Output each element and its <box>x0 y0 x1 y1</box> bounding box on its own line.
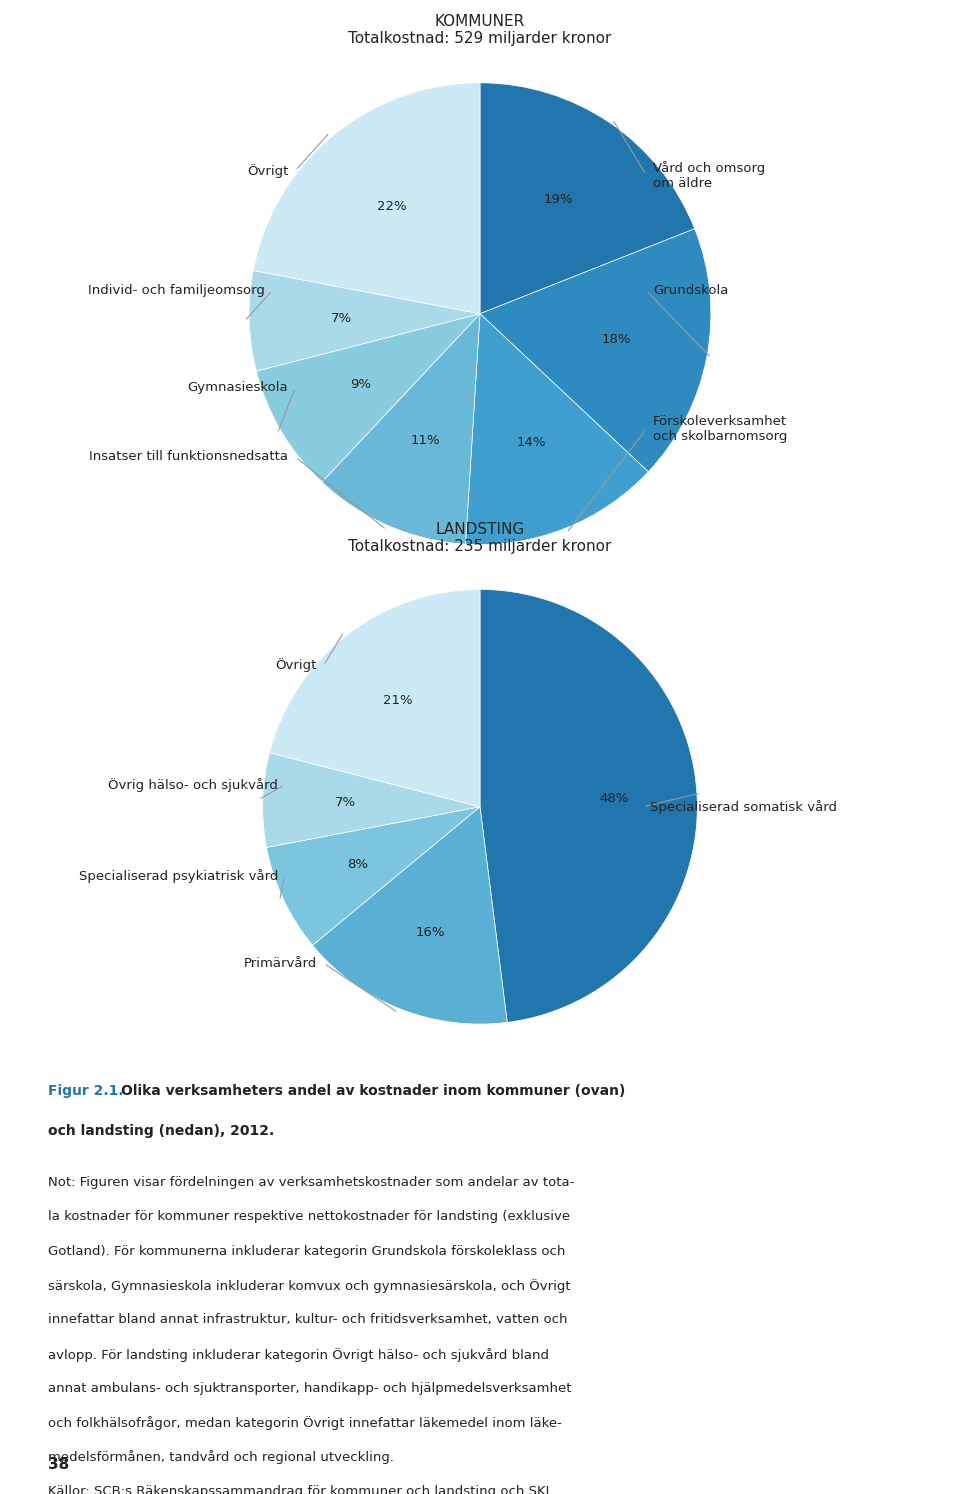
Wedge shape <box>313 807 507 1023</box>
Wedge shape <box>267 807 480 946</box>
Text: 8%: 8% <box>348 858 369 871</box>
Text: Insatser till funktionsnedsatta: Insatser till funktionsnedsatta <box>89 450 288 463</box>
Text: Individ- och familjeomsorg: Individ- och familjeomsorg <box>88 284 265 297</box>
Text: 21%: 21% <box>383 693 412 707</box>
Text: Specialiserad somatisk vård: Specialiserad somatisk vård <box>650 799 836 814</box>
Text: Figur 2.1.: Figur 2.1. <box>48 1085 124 1098</box>
Text: 38: 38 <box>48 1457 69 1472</box>
Wedge shape <box>263 753 480 847</box>
Text: Olika verksamheters andel av kostnader inom kommuner (ovan): Olika verksamheters andel av kostnader i… <box>121 1085 626 1098</box>
Text: Övrig hälso- och sjukvård: Övrig hälso- och sjukvård <box>108 778 277 792</box>
Wedge shape <box>249 270 480 371</box>
Text: och landsting (nedan), 2012.: och landsting (nedan), 2012. <box>48 1123 275 1138</box>
Text: 9%: 9% <box>350 378 372 391</box>
Text: la kostnader för kommuner respektive nettokostnader för landsting (exklusive: la kostnader för kommuner respektive net… <box>48 1210 570 1224</box>
Text: 7%: 7% <box>335 796 356 810</box>
Text: Grundskola: Grundskola <box>653 284 729 297</box>
Text: Förskoleverksamhet
och skolbarnomsorg: Förskoleverksamhet och skolbarnomsorg <box>653 415 787 444</box>
Text: 11%: 11% <box>410 435 440 447</box>
Text: avlopp. För landsting inkluderar kategorin Övrigt hälso- och sjukvård bland: avlopp. För landsting inkluderar kategor… <box>48 1348 549 1361</box>
Text: 18%: 18% <box>601 333 631 347</box>
Wedge shape <box>322 314 480 544</box>
Text: 22%: 22% <box>377 200 406 214</box>
Text: innefattar bland annat infrastruktur, kultur- och fritidsverksamhet, vatten och: innefattar bland annat infrastruktur, ku… <box>48 1313 567 1327</box>
Text: Not: Figuren visar fördelningen av verksamhetskostnader som andelar av tota-: Not: Figuren visar fördelningen av verks… <box>48 1176 574 1189</box>
Wedge shape <box>270 590 480 807</box>
Text: medelsförmånen, tandvård och regional utveckling.: medelsförmånen, tandvård och regional ut… <box>48 1451 394 1464</box>
Text: Gymnasieskola: Gymnasieskola <box>188 381 288 394</box>
Text: 16%: 16% <box>416 925 445 938</box>
Wedge shape <box>480 229 711 472</box>
Text: Primärvård: Primärvård <box>244 956 317 970</box>
Wedge shape <box>253 82 480 314</box>
Text: Vård och omsorg
om äldre: Vård och omsorg om äldre <box>653 161 765 190</box>
Text: Övrigt: Övrigt <box>247 164 288 178</box>
Title: KOMMUNER
Totalkostnad: 529 miljarder kronor: KOMMUNER Totalkostnad: 529 miljarder kro… <box>348 13 612 46</box>
Title: LANDSTING
Totalkostnad: 235 miljarder kronor: LANDSTING Totalkostnad: 235 miljarder kr… <box>348 521 612 554</box>
Text: 48%: 48% <box>600 792 629 805</box>
Wedge shape <box>480 82 695 314</box>
Wedge shape <box>466 314 648 545</box>
Text: särskola, Gymnasieskola inkluderar komvux och gymnasiesärskola, och Övrigt: särskola, Gymnasieskola inkluderar komvu… <box>48 1279 570 1292</box>
Text: 19%: 19% <box>543 193 572 206</box>
Text: annat ambulans- och sjuktransporter, handikapp- och hjälpmedelsverksamhet: annat ambulans- och sjuktransporter, han… <box>48 1382 571 1395</box>
Text: Gotland). För kommunerna inkluderar kategorin Grundskola förskoleklass och: Gotland). För kommunerna inkluderar kate… <box>48 1245 565 1258</box>
Text: Specialiserad psykiatrisk vård: Specialiserad psykiatrisk vård <box>79 870 277 883</box>
Text: Övrigt: Övrigt <box>276 659 317 672</box>
Text: 14%: 14% <box>516 436 545 450</box>
Text: Källor: SCB:s Räkenskapssammandrag för kommuner och landsting och SKL.: Källor: SCB:s Räkenskapssammandrag för k… <box>48 1485 557 1494</box>
Wedge shape <box>480 590 697 1022</box>
Text: och folkhälsofrågor, medan kategorin Övrigt innefattar läkemedel inom läke-: och folkhälsofrågor, medan kategorin Övr… <box>48 1416 562 1430</box>
Text: 7%: 7% <box>331 312 352 324</box>
Wedge shape <box>256 314 480 483</box>
